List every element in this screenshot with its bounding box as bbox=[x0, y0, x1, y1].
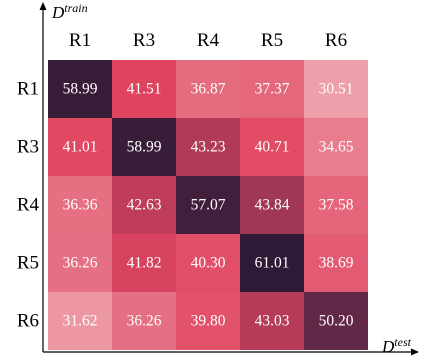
cell-value-R5-R3: 41.82 bbox=[127, 255, 162, 272]
heatmap-cell-R3-R3 bbox=[112, 118, 176, 176]
heatmap-cell-R5-R4 bbox=[176, 234, 240, 292]
heatmap-cell-R1-R6 bbox=[304, 60, 368, 118]
cell-value-R4-R3: 42.63 bbox=[127, 197, 162, 214]
heatmap-cell-R3-R5 bbox=[240, 118, 304, 176]
y-tick-R5: R5 bbox=[17, 253, 39, 274]
cell-value-R6-R1: 31.62 bbox=[63, 313, 98, 330]
cell-value-R4-R5: 43.84 bbox=[255, 197, 290, 214]
heatmap-cell-R6-R5 bbox=[240, 292, 304, 350]
cell-value-R1-R3: 41.51 bbox=[127, 81, 162, 98]
cell-value-R6-R3: 36.26 bbox=[127, 313, 162, 330]
cell-value-R4-R1: 36.36 bbox=[63, 197, 98, 214]
x-tick-R4: R4 bbox=[197, 30, 220, 51]
cell-value-R5-R5: 61.01 bbox=[255, 255, 290, 272]
heatmap-cell-R6-R1 bbox=[48, 292, 112, 350]
cell-value-R1-R4: 36.87 bbox=[191, 81, 226, 98]
cell-value-R6-R4: 39.80 bbox=[191, 313, 226, 330]
x-tick-R3: R3 bbox=[133, 30, 155, 51]
y-axis-label-superscript: train bbox=[64, 1, 87, 15]
x-axis-label-superscript: test bbox=[394, 335, 411, 349]
x-axis-label-main: D bbox=[381, 337, 395, 356]
y-tick-R4: R4 bbox=[17, 195, 40, 216]
heatmap-cell-R3-R1 bbox=[48, 118, 112, 176]
heatmap-cells bbox=[48, 60, 368, 350]
cell-value-R6-R5: 43.03 bbox=[255, 313, 290, 330]
cell-value-R1-R1: 58.99 bbox=[63, 81, 98, 98]
cell-value-labels: 58.99 41.51 36.87 37.37 30.51 41.01 58.99 43.23… bbox=[63, 81, 354, 330]
cell-value-R5-R4: 40.30 bbox=[191, 255, 226, 272]
cell-value-R3-R4: 43.23 bbox=[191, 139, 226, 156]
y-axis-label-main: D bbox=[51, 3, 65, 22]
cell-value-R5-R1: 36.26 bbox=[63, 255, 98, 272]
y-tick-R6: R6 bbox=[17, 311, 39, 332]
x-tick-labels: R1 R3 R4 R5 R6 bbox=[69, 30, 347, 51]
heatmap-cell-R3-R6 bbox=[304, 118, 368, 176]
heatmap-cell-R1-R3 bbox=[112, 60, 176, 118]
heatmap-cell-R5-R1 bbox=[48, 234, 112, 292]
heatmap-cell-R5-R3 bbox=[112, 234, 176, 292]
cell-value-R3-R6: 34.65 bbox=[319, 139, 354, 156]
heatmap-cell-R3-R4 bbox=[176, 118, 240, 176]
cell-value-R1-R5: 37.37 bbox=[255, 81, 290, 98]
y-axis-label: Dtrain bbox=[51, 1, 88, 22]
heatmap-cell-R4-R6 bbox=[304, 176, 368, 234]
x-axis-arrow bbox=[411, 348, 419, 356]
y-tick-R3: R3 bbox=[17, 137, 39, 158]
cell-value-R3-R1: 41.01 bbox=[63, 139, 98, 156]
y-axis-arrow bbox=[39, 2, 47, 10]
cell-value-R3-R5: 40.71 bbox=[255, 139, 290, 156]
heatmap-cell-R4-R1 bbox=[48, 176, 112, 234]
cell-value-R1-R6: 30.51 bbox=[319, 81, 354, 98]
cell-value-R4-R6: 37.58 bbox=[319, 197, 354, 214]
heatmap-cell-R5-R5 bbox=[240, 234, 304, 292]
heatmap-cell-R4-R4 bbox=[176, 176, 240, 234]
x-tick-R1: R1 bbox=[69, 30, 91, 51]
heatmap-cell-R1-R4 bbox=[176, 60, 240, 118]
cell-value-R4-R4: 57.07 bbox=[191, 197, 226, 214]
heatmap-cell-R1-R1 bbox=[48, 60, 112, 118]
y-tick-R1: R1 bbox=[17, 79, 39, 100]
x-tick-R5: R5 bbox=[261, 30, 283, 51]
cell-value-R6-R6: 50.20 bbox=[319, 313, 354, 330]
x-axis-label: Dtest bbox=[381, 335, 412, 356]
heatmap-cell-R6-R4 bbox=[176, 292, 240, 350]
heatmap-cell-R6-R3 bbox=[112, 292, 176, 350]
heatmap-cell-R4-R5 bbox=[240, 176, 304, 234]
heatmap-cell-R1-R5 bbox=[240, 60, 304, 118]
heatmap-cell-R4-R3 bbox=[112, 176, 176, 234]
cell-value-R3-R3: 58.99 bbox=[127, 139, 162, 156]
x-tick-R6: R6 bbox=[325, 30, 347, 51]
cell-value-R5-R6: 38.69 bbox=[319, 255, 354, 272]
y-tick-labels: R1 R3 R4 R5 R6 bbox=[17, 79, 40, 332]
heatmap-cell-R6-R6 bbox=[304, 292, 368, 350]
heatmap-cell-R5-R6 bbox=[304, 234, 368, 292]
